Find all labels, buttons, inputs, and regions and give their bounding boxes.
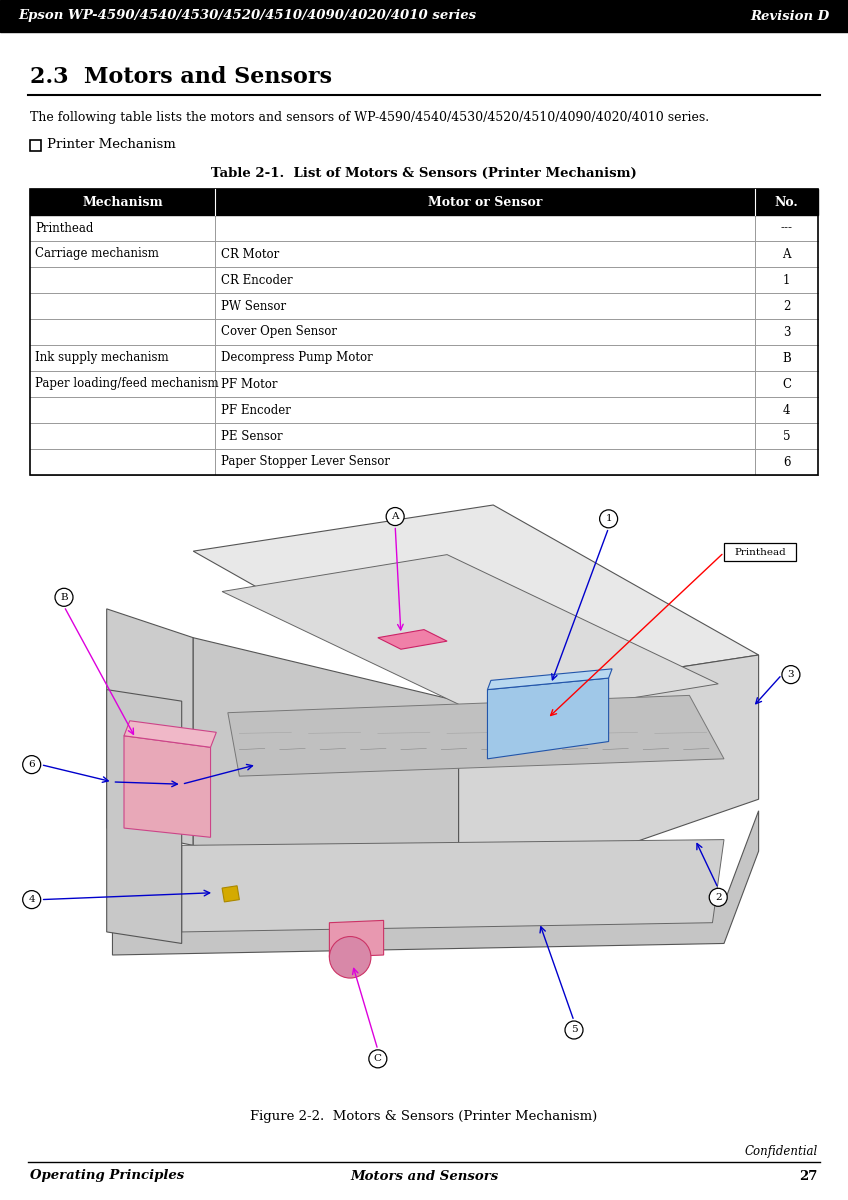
Text: CR Motor: CR Motor xyxy=(221,247,279,260)
Circle shape xyxy=(55,588,73,606)
Text: Carriage mechanism: Carriage mechanism xyxy=(35,247,159,260)
Text: Paper Stopper Lever Sensor: Paper Stopper Lever Sensor xyxy=(221,456,390,468)
Bar xyxy=(30,241,818,266)
Polygon shape xyxy=(113,811,759,955)
Polygon shape xyxy=(193,637,459,904)
Text: A: A xyxy=(782,247,790,260)
Text: 3: 3 xyxy=(788,670,795,679)
Text: Paper loading/feed mechanism: Paper loading/feed mechanism xyxy=(35,378,219,390)
Bar xyxy=(30,346,818,371)
Polygon shape xyxy=(228,695,724,776)
Bar xyxy=(30,422,818,449)
Text: 1: 1 xyxy=(605,515,612,523)
Text: 2: 2 xyxy=(715,893,722,902)
Text: 3: 3 xyxy=(783,325,790,338)
Polygon shape xyxy=(378,630,447,649)
Text: 1: 1 xyxy=(783,274,790,287)
Text: Printhead: Printhead xyxy=(35,222,93,234)
Text: B: B xyxy=(782,352,791,365)
Polygon shape xyxy=(107,690,181,943)
Text: Printer Mechanism: Printer Mechanism xyxy=(47,138,176,151)
Text: B: B xyxy=(60,593,68,602)
Circle shape xyxy=(782,666,800,684)
Circle shape xyxy=(329,936,371,978)
Text: The following table lists the motors and sensors of WP-4590/4540/4530/4520/4510/: The following table lists the motors and… xyxy=(30,110,709,124)
Bar xyxy=(724,544,796,562)
Bar xyxy=(30,215,818,241)
Circle shape xyxy=(709,888,728,906)
Text: Motors and Sensors: Motors and Sensors xyxy=(350,1170,498,1182)
Circle shape xyxy=(386,508,404,526)
Text: Table 2-1.  List of Motors & Sensors (Printer Mechanism): Table 2-1. List of Motors & Sensors (Pri… xyxy=(211,167,637,180)
Text: Operating Principles: Operating Principles xyxy=(30,1170,184,1182)
Text: A: A xyxy=(392,512,399,521)
Circle shape xyxy=(23,890,41,908)
Polygon shape xyxy=(193,505,759,701)
Text: PF Encoder: PF Encoder xyxy=(221,403,291,416)
Text: Figure 2-2.  Motors & Sensors (Printer Mechanism): Figure 2-2. Motors & Sensors (Printer Me… xyxy=(250,1110,598,1123)
Polygon shape xyxy=(488,668,612,690)
Text: PF Motor: PF Motor xyxy=(221,378,277,390)
Text: 6: 6 xyxy=(28,760,35,769)
Text: 2: 2 xyxy=(783,300,790,312)
Text: No.: No. xyxy=(774,196,798,209)
Bar xyxy=(30,319,818,346)
Bar xyxy=(30,188,818,475)
Text: C: C xyxy=(374,1055,382,1063)
Polygon shape xyxy=(488,678,609,758)
Text: PE Sensor: PE Sensor xyxy=(221,430,282,443)
Polygon shape xyxy=(124,721,216,748)
Text: 6: 6 xyxy=(783,456,790,468)
Text: ---: --- xyxy=(780,222,793,234)
Text: C: C xyxy=(782,378,791,390)
Bar xyxy=(30,266,818,293)
Text: Cover Open Sensor: Cover Open Sensor xyxy=(221,325,337,338)
Bar xyxy=(30,188,818,215)
Text: 27: 27 xyxy=(800,1170,818,1182)
Polygon shape xyxy=(181,840,724,932)
Text: Confidential: Confidential xyxy=(745,1146,818,1158)
Circle shape xyxy=(600,510,617,528)
Circle shape xyxy=(565,1021,583,1039)
Text: 2.3  Motors and Sensors: 2.3 Motors and Sensors xyxy=(30,66,332,88)
Text: 4: 4 xyxy=(783,403,790,416)
Polygon shape xyxy=(222,886,239,902)
Text: CR Encoder: CR Encoder xyxy=(221,274,293,287)
Text: PW Sensor: PW Sensor xyxy=(221,300,286,312)
Bar xyxy=(0,0,848,32)
Bar xyxy=(30,293,818,319)
Bar xyxy=(30,371,818,397)
Polygon shape xyxy=(222,554,718,721)
Text: Mechanism: Mechanism xyxy=(82,196,163,209)
Bar xyxy=(30,449,818,475)
Text: Ink supply mechanism: Ink supply mechanism xyxy=(35,352,169,365)
Text: Decompress Pump Motor: Decompress Pump Motor xyxy=(221,352,373,365)
Circle shape xyxy=(369,1050,387,1068)
Polygon shape xyxy=(459,655,759,904)
Text: Motor or Sensor: Motor or Sensor xyxy=(427,196,542,209)
Text: Printhead: Printhead xyxy=(734,548,786,557)
Bar xyxy=(30,140,41,151)
Text: 5: 5 xyxy=(783,430,790,443)
Bar xyxy=(30,397,818,422)
Text: Epson WP-4590/4540/4530/4520/4510/4090/4020/4010 series: Epson WP-4590/4540/4530/4520/4510/4090/4… xyxy=(18,10,476,23)
Polygon shape xyxy=(124,736,210,838)
Text: 5: 5 xyxy=(571,1026,577,1034)
Text: 4: 4 xyxy=(28,895,35,904)
Circle shape xyxy=(23,756,41,774)
Polygon shape xyxy=(107,608,193,845)
Text: Revision D: Revision D xyxy=(750,10,830,23)
Polygon shape xyxy=(329,920,383,958)
